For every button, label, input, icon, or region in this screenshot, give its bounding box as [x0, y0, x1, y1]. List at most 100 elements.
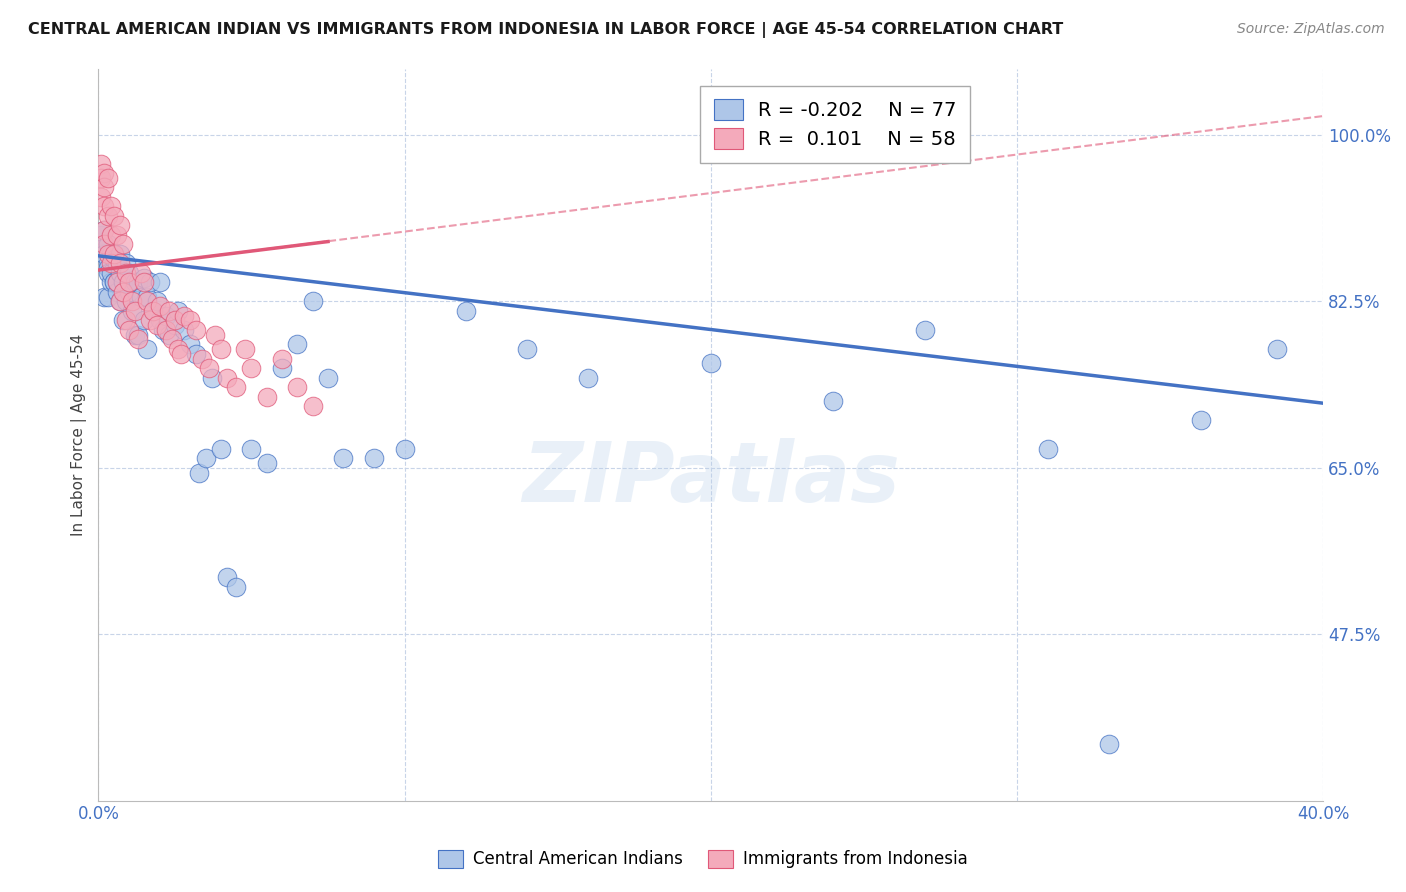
Point [271, 361, 294, 376]
Point [93, 166, 115, 180]
Point [173, 323, 195, 337]
Text: CENTRAL AMERICAN INDIAN VS IMMIGRANTS FROM INDONESIA IN LABOR FORCE | AGE 45-54 : CENTRAL AMERICAN INDIAN VS IMMIGRANTS FR… [28, 22, 1063, 38]
Point [93, 237, 115, 252]
Point [301, 294, 323, 309]
Point [118, 323, 141, 337]
Point [100, 266, 122, 280]
Point [225, 580, 247, 594]
Point [173, 309, 195, 323]
Point [111, 237, 134, 252]
Point [96, 237, 118, 252]
Point [215, 570, 238, 584]
Point [1098, 737, 1121, 751]
Point [108, 247, 131, 261]
Point [170, 347, 193, 361]
Text: Source: ZipAtlas.com: Source: ZipAtlas.com [1237, 22, 1385, 37]
Point [363, 451, 385, 466]
Point [100, 247, 122, 261]
Point [209, 442, 232, 456]
Point [105, 285, 128, 299]
Point [139, 313, 162, 327]
Point [105, 276, 128, 290]
Point [100, 256, 122, 270]
Point [90, 170, 112, 185]
Text: ZIPatlas: ZIPatlas [522, 438, 900, 519]
Point [90, 227, 112, 242]
Point [111, 276, 134, 290]
Point [96, 247, 118, 261]
Point [240, 361, 263, 376]
Point [96, 209, 118, 223]
Point [186, 347, 208, 361]
Point [93, 199, 115, 213]
Point [129, 266, 152, 280]
Point [96, 261, 118, 276]
Point [108, 256, 131, 270]
Point [134, 276, 156, 290]
Point [90, 190, 112, 204]
Point [256, 390, 278, 404]
Point [823, 394, 845, 409]
Point [240, 442, 263, 456]
Point [111, 313, 134, 327]
Point [136, 342, 159, 356]
Point [287, 337, 309, 351]
Point [155, 309, 177, 323]
Point [103, 252, 125, 266]
Point [188, 466, 211, 480]
Point [163, 313, 186, 327]
Point [96, 170, 118, 185]
Point [108, 294, 131, 309]
Point [108, 266, 131, 280]
Point [163, 318, 186, 333]
Point [127, 276, 149, 290]
Point [215, 370, 238, 384]
Point [516, 342, 538, 356]
Point [149, 313, 172, 327]
Point [287, 380, 309, 394]
Point [576, 370, 599, 384]
Point [118, 285, 141, 299]
Point [115, 313, 138, 327]
Point [118, 266, 141, 280]
Point [121, 294, 143, 309]
Y-axis label: In Labor Force | Age 45-54: In Labor Force | Age 45-54 [72, 334, 87, 536]
Point [700, 356, 723, 370]
Point [93, 247, 115, 261]
Point [271, 351, 294, 366]
Point [108, 294, 131, 309]
Point [118, 276, 141, 290]
Point [100, 199, 122, 213]
Point [105, 227, 128, 242]
Point [145, 318, 167, 333]
Point [136, 294, 159, 309]
Point [1189, 413, 1212, 427]
Point [142, 304, 165, 318]
Point [96, 290, 118, 304]
Point [167, 304, 190, 318]
Point [100, 227, 122, 242]
Legend: Central American Indians, Immigrants from Indonesia: Central American Indians, Immigrants fro… [430, 841, 976, 877]
Point [179, 337, 201, 351]
Point [152, 323, 174, 337]
Point [115, 294, 138, 309]
Point [100, 276, 122, 290]
Point [105, 276, 128, 290]
Point [179, 313, 201, 327]
Point [454, 304, 477, 318]
Point [103, 247, 125, 261]
Point [149, 276, 172, 290]
Point [167, 342, 190, 356]
Point [96, 256, 118, 270]
Point [103, 247, 125, 261]
Point [256, 456, 278, 470]
Point [160, 333, 183, 347]
Point [1265, 342, 1288, 356]
Point [124, 304, 146, 318]
Point [332, 451, 354, 466]
Point [90, 156, 112, 170]
Point [139, 276, 162, 290]
Point [394, 442, 416, 456]
Point [136, 290, 159, 304]
Legend: R = -0.202    N = 77, R =  0.101    N = 58: R = -0.202 N = 77, R = 0.101 N = 58 [700, 86, 970, 163]
